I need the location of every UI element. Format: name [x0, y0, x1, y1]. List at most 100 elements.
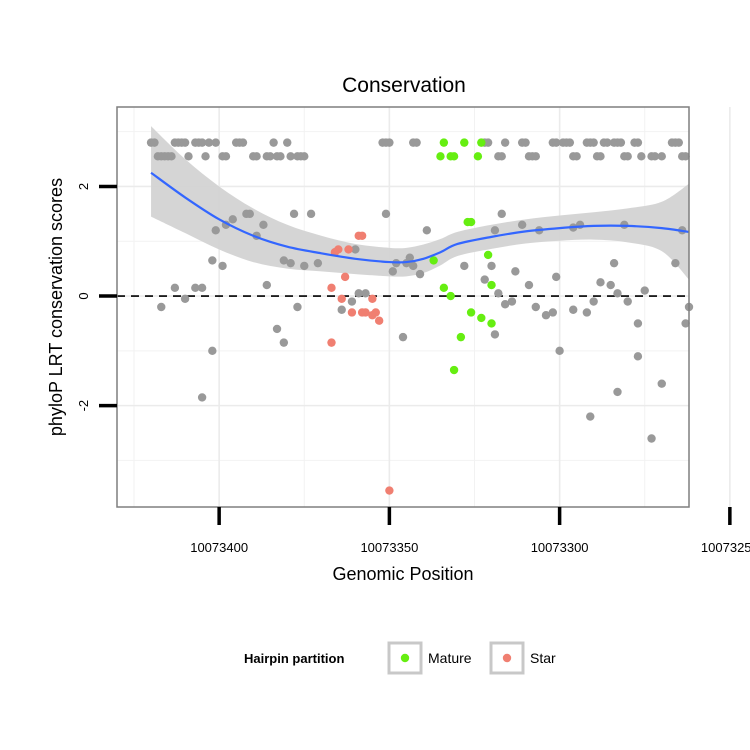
data-point-other — [313, 258, 323, 268]
legend-label-mature: Mature — [428, 650, 472, 666]
data-point-other — [483, 138, 493, 147]
data-point-other — [252, 152, 261, 161]
data-point-other — [500, 138, 510, 147]
data-point-star — [327, 338, 336, 347]
data-point-other — [276, 152, 285, 161]
data-point-other — [541, 311, 551, 320]
data-point-other — [531, 152, 540, 161]
data-point-other — [306, 209, 316, 219]
data-point-other — [460, 261, 469, 271]
data-point-star — [327, 283, 336, 293]
data-point-other — [167, 152, 176, 161]
legend-swatch-mature — [400, 653, 410, 663]
data-point-other — [204, 138, 214, 147]
data-point-other — [613, 387, 622, 397]
data-point-other — [603, 138, 612, 147]
data-point-other — [289, 209, 299, 219]
data-point-other — [388, 267, 397, 276]
data-point-mature — [446, 291, 455, 301]
data-point-other — [569, 305, 578, 314]
data-point-other — [412, 138, 421, 147]
data-point-other — [589, 138, 598, 147]
data-point-other — [650, 152, 660, 161]
data-point-other — [170, 283, 180, 293]
data-point-other — [283, 138, 292, 147]
data-point-other — [337, 305, 346, 314]
data-point-other — [586, 412, 595, 421]
data-point-other — [286, 258, 295, 268]
data-point-other — [657, 379, 666, 388]
data-point-star — [361, 308, 370, 317]
data-point-other — [497, 209, 506, 219]
y-tick-label: 0 — [76, 292, 91, 299]
data-point-mature — [429, 256, 438, 265]
confidence-band-layer — [151, 126, 690, 280]
data-point-other — [211, 226, 220, 235]
data-point-other — [180, 138, 190, 147]
data-point-other — [517, 220, 527, 230]
legend: Hairpin partition Mature Star — [244, 641, 556, 675]
data-point-other — [354, 289, 363, 298]
data-point-other — [184, 152, 193, 161]
data-point-mature — [483, 250, 493, 260]
x-tick-label: 10073400 — [190, 540, 248, 555]
data-point-other — [300, 261, 309, 271]
data-point-other — [589, 297, 598, 306]
data-point-other — [415, 269, 425, 279]
legend-entry-star: Star — [489, 641, 556, 675]
data-point-other — [490, 330, 500, 339]
data-point-mature — [439, 283, 449, 293]
data-point-other — [218, 261, 227, 271]
data-point-star — [385, 486, 394, 495]
data-point-other — [494, 289, 503, 298]
data-point-other — [565, 138, 575, 147]
data-point-other — [221, 152, 231, 161]
data-point-other — [286, 152, 295, 161]
data-point-other — [279, 338, 289, 347]
data-point-other — [405, 253, 415, 262]
data-point-other — [351, 245, 360, 254]
data-point-other — [647, 434, 656, 443]
data-point-other — [616, 138, 626, 147]
data-point-other — [500, 300, 510, 309]
data-point-other — [381, 209, 391, 219]
data-point-other — [572, 152, 581, 161]
x-tick-label: 10073350 — [360, 540, 418, 555]
data-point-other — [238, 138, 248, 147]
data-point-mature — [477, 138, 486, 147]
data-point-other — [552, 272, 561, 282]
data-point-star — [340, 272, 350, 282]
data-point-other — [409, 261, 418, 271]
data-point-other — [347, 297, 357, 306]
x-axis: 10073400 10073350 10073300 10073250 — [190, 507, 750, 555]
data-point-other — [555, 346, 564, 356]
data-point-other — [681, 319, 690, 328]
data-point-other — [150, 138, 159, 147]
data-point-other — [480, 275, 489, 284]
data-point-other — [596, 152, 605, 161]
data-point-other — [511, 267, 520, 276]
data-point-other — [640, 286, 649, 295]
data-point-other — [272, 324, 282, 334]
data-point-other — [197, 138, 207, 147]
y-axis: 2 0 -2 — [76, 183, 117, 411]
data-point-other — [422, 226, 432, 235]
data-point-other — [385, 138, 394, 147]
data-point-star — [368, 294, 377, 303]
data-point-other — [157, 302, 166, 312]
data-point-other — [361, 289, 370, 298]
data-point-star — [357, 231, 367, 240]
data-point-mature — [436, 152, 445, 161]
legend-swatch-star — [502, 653, 512, 663]
data-point-other — [487, 261, 496, 271]
data-point-mature — [487, 319, 496, 328]
data-point-mature — [473, 152, 483, 161]
data-point-other — [197, 393, 207, 402]
data-point-other — [507, 297, 517, 306]
data-point-other — [623, 152, 632, 161]
data-point-other — [245, 209, 254, 219]
chart-title: Conservation — [342, 74, 466, 97]
data-point-other — [300, 152, 309, 161]
data-point-other — [548, 308, 558, 317]
data-point-other — [531, 302, 540, 312]
